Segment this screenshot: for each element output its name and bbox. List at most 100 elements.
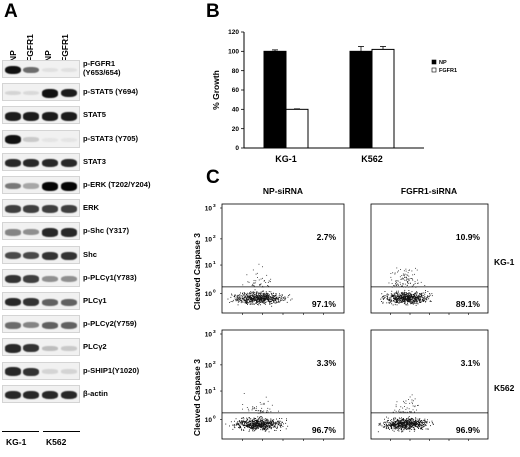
event-dot [427, 296, 429, 298]
event-dot [406, 418, 407, 420]
event-dot [411, 423, 412, 425]
event-dot [263, 423, 265, 425]
event-dot [279, 425, 281, 427]
event-dot [387, 293, 389, 295]
event-dot [261, 428, 263, 430]
event-dot [241, 295, 243, 296]
event-dot [408, 270, 410, 271]
event-dot [271, 299, 273, 301]
event-dot [395, 425, 397, 426]
event-dot [267, 299, 269, 301]
event-dot [258, 299, 260, 301]
event-dot [406, 407, 408, 409]
event-dot [273, 296, 275, 298]
event-dot [417, 421, 419, 422]
event-dot [242, 301, 244, 303]
event-dot [237, 295, 239, 296]
event-dot [408, 300, 410, 301]
event-dot [393, 298, 395, 299]
event-dot [418, 299, 420, 301]
event-dot [239, 424, 241, 426]
bar [263, 50, 287, 149]
event-dot [252, 419, 254, 421]
event-dot [408, 408, 410, 410]
event-dot [257, 297, 259, 298]
event-dot [403, 423, 405, 425]
event-dot [266, 423, 268, 425]
event-dot [407, 293, 409, 294]
event-dot [393, 417, 394, 419]
event-dot [416, 292, 418, 294]
event-dot [263, 424, 264, 426]
event-dot [252, 301, 254, 303]
event-dot [251, 427, 253, 429]
event-dot [278, 422, 280, 424]
event-dot [281, 294, 283, 296]
event-dot [424, 297, 426, 299]
event-dot [403, 419, 405, 421]
event-dot [420, 424, 422, 425]
event-dot [411, 420, 412, 422]
event-dot [391, 428, 393, 429]
event-dot [422, 300, 424, 301]
event-dot [400, 411, 402, 413]
event-dot [244, 298, 246, 300]
event-dot [259, 302, 260, 304]
event-dot [420, 420, 422, 422]
event-dot [258, 426, 260, 428]
event-dot [276, 418, 277, 420]
event-dot [419, 420, 421, 422]
y-tick-label: 80 [232, 68, 240, 75]
event-dot [407, 301, 409, 303]
event-dot [394, 300, 395, 302]
event-dot [251, 294, 253, 296]
event-dot [234, 424, 236, 425]
event-dot [423, 299, 425, 301]
event-dot [394, 272, 396, 274]
event-dot [409, 427, 411, 428]
event-dot [411, 425, 413, 427]
event-dot [247, 422, 249, 424]
event-dot [267, 298, 269, 300]
blot-band [23, 205, 39, 214]
event-dot [402, 277, 403, 279]
upper-percentage: 10.9% [456, 232, 481, 242]
event-dot [401, 275, 403, 276]
event-dot [390, 293, 392, 295]
event-dot [416, 426, 418, 427]
event-dot [272, 292, 274, 294]
event-dot [418, 423, 420, 425]
event-dot [405, 286, 407, 288]
event-dot [259, 421, 261, 423]
event-dot [402, 296, 404, 298]
event-dot [259, 284, 260, 286]
blot-band [23, 183, 39, 189]
event-dot [244, 422, 245, 424]
event-dot [257, 296, 259, 298]
event-dot [280, 425, 281, 427]
event-dot [259, 422, 260, 424]
event-dot [405, 424, 406, 426]
event-dot [244, 293, 246, 294]
blot-band [23, 251, 39, 260]
event-dot [407, 282, 408, 284]
event-dot [425, 421, 427, 423]
event-dot [253, 421, 255, 423]
event-dot [398, 295, 400, 297]
event-dot [275, 294, 277, 296]
event-dot [424, 424, 426, 426]
blot-band [61, 112, 77, 121]
event-dot [267, 301, 269, 302]
event-dot [416, 299, 418, 300]
event-dot [388, 298, 390, 300]
event-dot [407, 295, 409, 296]
event-dot [234, 294, 236, 296]
event-dot [426, 298, 428, 300]
event-dot [271, 423, 273, 425]
event-dot [246, 292, 248, 294]
event-dot [401, 297, 403, 299]
event-dot [246, 417, 248, 419]
blot-strip [2, 338, 80, 357]
event-dot [400, 425, 402, 427]
event-dot [415, 420, 417, 422]
